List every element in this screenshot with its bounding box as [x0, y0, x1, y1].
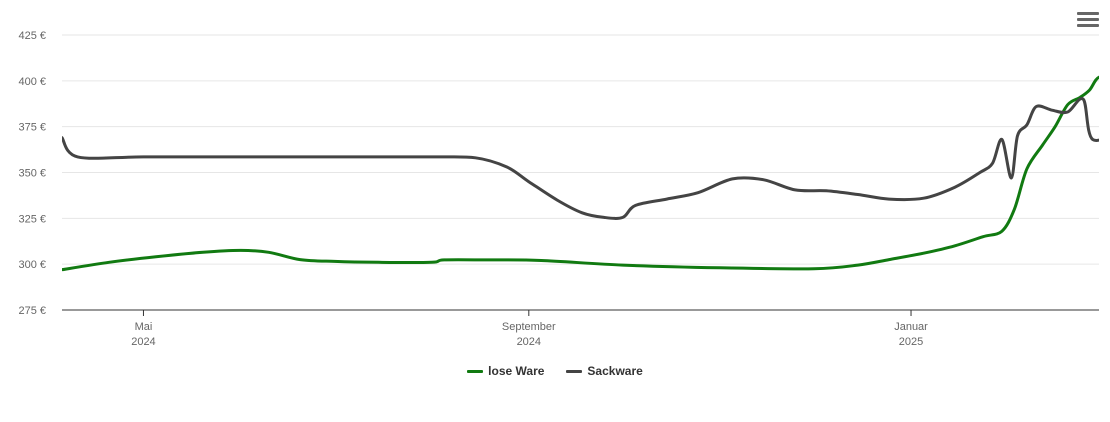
chart-menu-icon[interactable] — [1077, 12, 1099, 32]
series-layer — [62, 75, 1099, 272]
legend: lose Ware Sackware — [0, 364, 1110, 378]
grid-lines — [62, 34, 1099, 265]
y-tick-label-275: 275 € — [18, 305, 46, 317]
x-tick-year-2: 2025 — [899, 336, 923, 348]
legend-swatch-sackware — [566, 369, 583, 373]
y-tick-label-425: 425 € — [18, 30, 46, 42]
y-tick-label-300: 300 € — [18, 259, 46, 271]
x-tick-year-0: 2024 — [131, 336, 155, 348]
y-tick-label-400: 400 € — [18, 76, 46, 88]
x-tick-label-2: Januar — [894, 321, 928, 333]
y-axis: 275 € 300 € 325 € 350 € 375 € 400 € 425 € — [18, 30, 46, 317]
series-line-sackware — [62, 96, 1099, 220]
legend-label-lose-ware: lose Ware — [488, 364, 545, 378]
y-tick-label-325: 325 € — [18, 213, 46, 225]
legend-item-sackware[interactable]: Sackware — [566, 364, 643, 378]
x-tick-label-0: Mai — [135, 321, 153, 333]
x-axis: Mai 2024 September 2024 Januar 2025 — [62, 309, 1099, 348]
x-tick-year-1: 2024 — [517, 336, 541, 348]
y-tick-label-350: 350 € — [18, 168, 46, 180]
y-tick-label-375: 375 € — [18, 122, 46, 134]
legend-swatch-lose-ware — [467, 369, 484, 373]
legend-label-sackware: Sackware — [587, 364, 643, 378]
series-line-lose-ware — [62, 75, 1099, 272]
legend-item-lose-ware[interactable]: lose Ware — [467, 364, 544, 378]
x-tick-label-1: September — [502, 321, 556, 333]
